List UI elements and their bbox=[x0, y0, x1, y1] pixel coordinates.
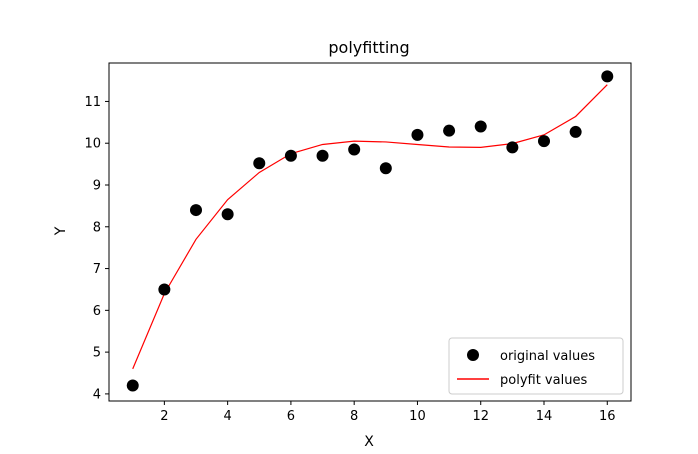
x-axis-label: X bbox=[364, 434, 374, 450]
data-point bbox=[253, 157, 266, 170]
plot-frame bbox=[108, 62, 632, 402]
y-tick-label: 11 bbox=[84, 95, 101, 110]
x-axis: 2 4 6 8 10 12 14 16 bbox=[160, 401, 616, 424]
y-tick-label: 7 bbox=[93, 262, 101, 277]
y-axis-label: Y bbox=[53, 226, 69, 236]
x-tick-label: 10 bbox=[409, 409, 426, 424]
chart-title: polyfitting bbox=[328, 38, 409, 57]
x-tick-label: 8 bbox=[350, 409, 358, 424]
polyfit-series bbox=[132, 84, 608, 370]
data-point bbox=[126, 379, 139, 392]
y-tick-label: 6 bbox=[93, 304, 101, 319]
polyfit-line bbox=[132, 84, 608, 370]
data-point bbox=[538, 135, 550, 148]
data-point bbox=[316, 149, 329, 162]
plot-area-border bbox=[108, 62, 632, 402]
legend-marker-original bbox=[467, 349, 479, 361]
legend-label-polyfit: polyfit values bbox=[500, 373, 587, 388]
x-tick-label: 2 bbox=[160, 409, 168, 424]
y-tick-label: 4 bbox=[93, 387, 101, 402]
x-tick-label: 16 bbox=[599, 409, 616, 424]
data-point bbox=[411, 128, 424, 141]
y-tick-label: 10 bbox=[84, 137, 101, 152]
data-point bbox=[158, 283, 171, 296]
y-axis: 4 5 6 7 8 9 10 11 bbox=[84, 95, 109, 402]
y-tick-label: 8 bbox=[93, 220, 101, 235]
data-point bbox=[379, 162, 392, 175]
legend-label-original: original values bbox=[500, 349, 595, 364]
x-tick-label: 4 bbox=[223, 409, 231, 424]
data-point bbox=[474, 120, 487, 133]
y-tick-label: 9 bbox=[93, 178, 101, 193]
data-point bbox=[284, 149, 297, 162]
legend-box bbox=[448, 337, 624, 395]
data-point bbox=[221, 208, 234, 221]
y-tick-label: 5 bbox=[93, 346, 101, 361]
data-point bbox=[348, 143, 361, 156]
x-tick-label: 14 bbox=[536, 409, 553, 424]
data-point bbox=[443, 124, 456, 137]
data-point bbox=[569, 125, 582, 138]
original-series bbox=[126, 70, 614, 392]
data-point bbox=[190, 204, 202, 217]
data-point bbox=[601, 70, 614, 83]
x-tick-label: 12 bbox=[472, 409, 489, 424]
data-point bbox=[506, 141, 519, 154]
legend: original values polyfit values bbox=[448, 337, 624, 395]
x-tick-label: 6 bbox=[287, 409, 295, 424]
